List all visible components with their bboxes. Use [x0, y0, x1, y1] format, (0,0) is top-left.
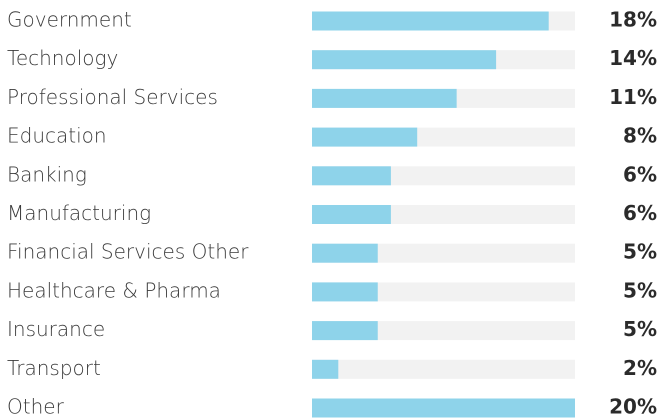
value-label: 11%: [609, 85, 657, 109]
bar: [312, 50, 497, 70]
value-label: 6%: [623, 201, 657, 225]
value-label: 8%: [623, 124, 657, 148]
category-label: Insurance: [7, 317, 105, 341]
bar: [312, 205, 391, 224]
bar-track: [312, 359, 575, 379]
bar: [312, 359, 339, 379]
value-label: 6%: [623, 162, 657, 186]
category-label: Technology: [7, 46, 118, 70]
value-label: 2%: [623, 356, 657, 380]
value-label: 14%: [609, 46, 657, 70]
value-label: 5%: [623, 317, 657, 341]
category-label: Education: [7, 124, 107, 148]
category-label: Transport: [7, 356, 101, 380]
bar: [312, 11, 549, 31]
category-label: Manufacturing: [7, 201, 151, 225]
category-label: Government: [7, 8, 132, 32]
category-label: Healthcare & Pharma: [7, 278, 221, 302]
category-label: Banking: [7, 162, 87, 186]
bar: [312, 88, 457, 108]
bar: [312, 282, 378, 302]
category-label: Financial Services Other: [7, 240, 249, 264]
value-label: 5%: [623, 240, 657, 264]
bar: [312, 321, 378, 341]
category-label: Professional Services: [7, 85, 218, 109]
bar: [312, 127, 418, 147]
bar: [312, 166, 391, 186]
category-label: Other: [7, 395, 65, 418]
value-label: 20%: [609, 395, 657, 418]
value-label: 18%: [609, 8, 657, 32]
bar: [312, 398, 575, 418]
value-label: 5%: [623, 278, 657, 302]
bar: [312, 243, 378, 263]
